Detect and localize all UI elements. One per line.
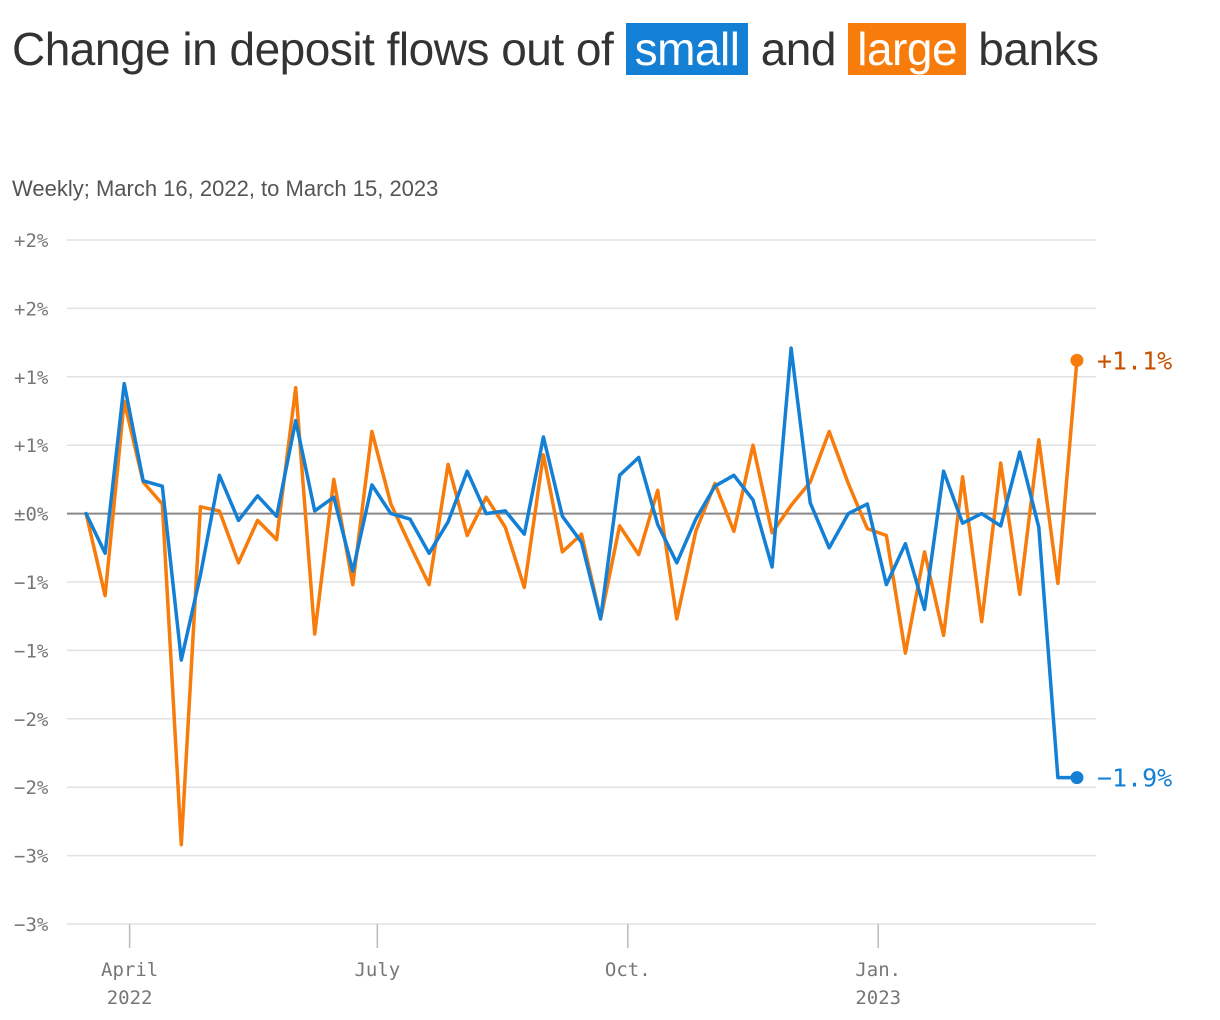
y-tick-label: +2% bbox=[14, 298, 49, 320]
title-prefix: Change in deposit flows out of bbox=[12, 23, 626, 75]
x-tick-label: April bbox=[101, 959, 158, 981]
large-banks-line bbox=[84, 358, 1079, 847]
y-tick-label: −2% bbox=[14, 777, 49, 799]
x-tick-label: Jan. bbox=[855, 959, 901, 981]
y-tick-label: −3% bbox=[14, 914, 49, 936]
small-banks-legend: small bbox=[625, 23, 749, 75]
y-tick-label: −3% bbox=[14, 846, 49, 868]
y-tick-label: +1% bbox=[14, 435, 49, 457]
chart-title: Change in deposit flows out of small and… bbox=[12, 14, 1202, 84]
chart-subtitle: Weekly; March 16, 2022, to March 15, 202… bbox=[12, 176, 439, 201]
y-tick-label: −1% bbox=[14, 572, 49, 594]
large-banks-legend: large bbox=[848, 23, 967, 75]
y-tick-label: ±0% bbox=[14, 504, 49, 526]
small-banks-line bbox=[84, 346, 1079, 780]
x-tick-year: 2022 bbox=[107, 987, 153, 1009]
large-end-label: +1.1% bbox=[1097, 346, 1172, 375]
y-tick-label: −2% bbox=[14, 709, 49, 731]
y-tick-label: −1% bbox=[14, 640, 49, 662]
y-tick-label: +1% bbox=[14, 367, 49, 389]
title-suffix: banks bbox=[966, 23, 1099, 75]
x-tick-year: 2023 bbox=[855, 987, 901, 1009]
x-tick-label: Oct. bbox=[605, 959, 651, 981]
small-end-point bbox=[1070, 771, 1084, 785]
large-end-point bbox=[1070, 353, 1084, 367]
small-end-label: −1.9% bbox=[1097, 764, 1172, 793]
title-middle: and bbox=[748, 23, 849, 75]
y-tick-label: +2% bbox=[14, 230, 49, 252]
x-tick-label: July bbox=[354, 959, 400, 981]
